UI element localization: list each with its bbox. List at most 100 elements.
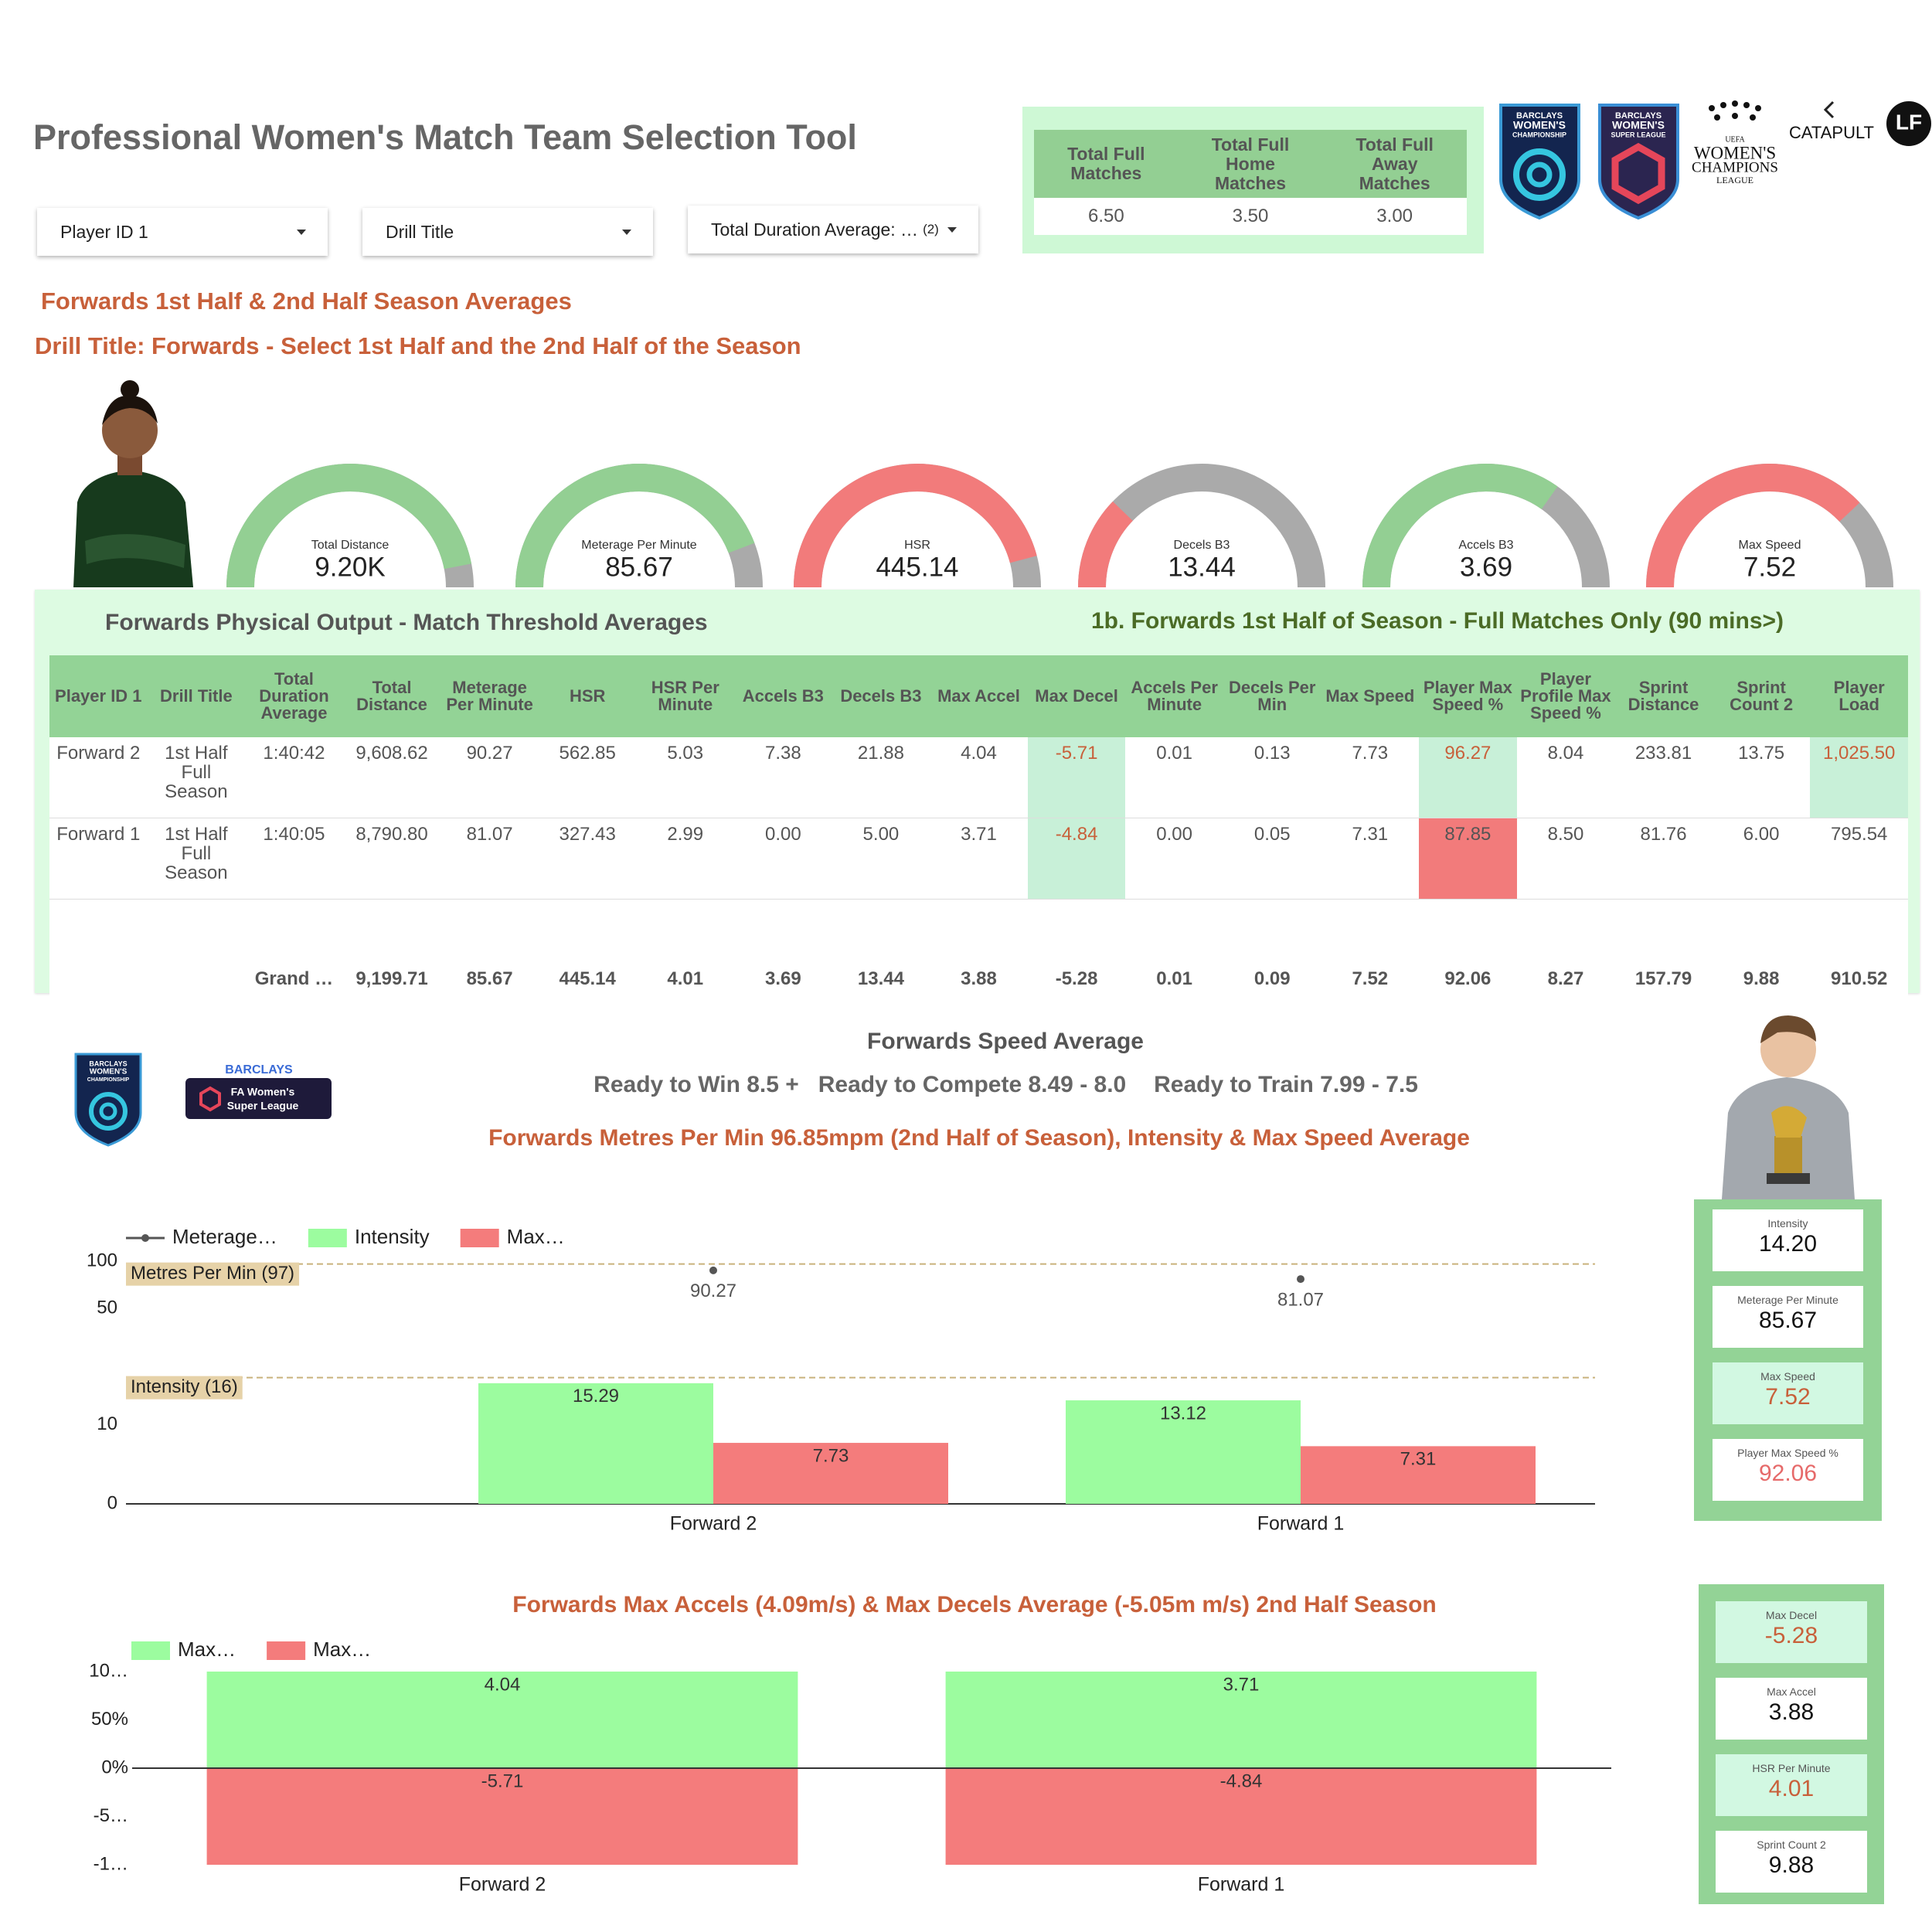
column-header: Player Profile Max Speed % xyxy=(1516,655,1615,737)
total-cell: 157.79 xyxy=(1614,899,1713,996)
table-panel: Forwards Physical Output - Match Thresho… xyxy=(35,590,1920,996)
data-label: 81.07 xyxy=(1277,1289,1324,1310)
table-cell: Forward 2 xyxy=(49,737,148,818)
table-head: Player ID 1 Drill Title Total Duration Ave… xyxy=(49,655,1908,737)
legend-label: Max… xyxy=(507,1225,565,1248)
total-cell: -5.28 xyxy=(1027,899,1126,996)
filter-dropdown[interactable]: Drill Title xyxy=(362,208,653,256)
player-photo xyxy=(1722,1015,1855,1199)
reference-label-bg xyxy=(126,1262,300,1286)
data-label: -5.71 xyxy=(481,1770,524,1791)
table-cell: 0.05 xyxy=(1223,818,1321,900)
total-cell xyxy=(49,899,148,996)
table-cell: 13.75 xyxy=(1712,737,1811,818)
legend-label: Intensity xyxy=(355,1225,430,1248)
table-cell: 8,790.80 xyxy=(342,818,441,900)
kpi-label: Max Speed xyxy=(1760,1370,1815,1383)
filter-dropdown[interactable]: Total Duration Average: … (2) xyxy=(688,206,978,253)
gauge-value: 9.20K xyxy=(315,552,385,582)
table-cell: 96.27 xyxy=(1419,737,1517,818)
table-cell: 5.00 xyxy=(832,818,930,900)
logo-text: WOMEN'S xyxy=(1513,119,1566,131)
y-tick-label: -1… xyxy=(94,1853,128,1874)
table-cell: 87.85 xyxy=(1419,818,1517,900)
gauge-label: Meterage Per Minute xyxy=(581,539,697,552)
logo-text: BARCLAYS xyxy=(1516,111,1563,121)
gauge-label: Total Distance xyxy=(311,539,389,552)
table-cell: 1,025.50 xyxy=(1810,737,1908,818)
bar xyxy=(1301,1446,1536,1504)
table-cell: 21.88 xyxy=(832,737,930,818)
kpi-value: 4.01 xyxy=(1768,1776,1815,1801)
logo-text: CATAPULT xyxy=(1789,123,1874,142)
column-header: Max Speed xyxy=(1321,655,1420,737)
column-header: Player ID 1 xyxy=(49,655,148,737)
gauge-label: Accels B3 xyxy=(1458,539,1513,552)
filter-dropdown[interactable]: Player ID 1 xyxy=(37,208,328,256)
column-header: Drill Title xyxy=(147,655,246,737)
kpi-value: 9.88 xyxy=(1768,1852,1815,1878)
total-cell: Grand … xyxy=(245,899,343,996)
bar xyxy=(206,1672,798,1768)
total-row: Grand … 9,199.71 85.67 445.14 4.01 3.69 13.44 3… xyxy=(49,899,1908,996)
legend-swatch xyxy=(308,1229,347,1247)
data-label: 3.71 xyxy=(1223,1674,1260,1695)
data-label: 90.27 xyxy=(690,1281,736,1301)
kpi-card: Player Max Speed % 92.06 xyxy=(1713,1439,1863,1501)
reference-label-bg xyxy=(126,1376,243,1400)
y-tick-label: -5… xyxy=(94,1805,128,1826)
kpi-value: -5.28 xyxy=(1764,1623,1818,1648)
logo-shapes xyxy=(74,100,1931,1147)
total-cell: 9.88 xyxy=(1712,899,1811,996)
bar xyxy=(945,1672,1537,1768)
kpi-card: Max Speed 7.52 xyxy=(1713,1362,1863,1424)
table-cell: 81.76 xyxy=(1614,818,1713,900)
summary-header: Total Full Matches xyxy=(1034,130,1179,198)
kpi-card: HSR Per Minute 4.01 xyxy=(1716,1754,1867,1816)
section-heading: Forwards 1st Half & 2nd Half Season Aver… xyxy=(41,287,572,315)
table-cell: 8.50 xyxy=(1516,818,1615,900)
filter-badge: (2) xyxy=(923,222,939,236)
table-body: Forward 2 1st Half Full Season 1:40:42 9,60… xyxy=(49,737,1908,996)
table-cell: 90.27 xyxy=(440,737,539,818)
table-cell: -4.84 xyxy=(1027,818,1126,900)
column-header: Player Load xyxy=(1810,655,1908,737)
column-header: HSR Per Minute xyxy=(636,655,735,737)
y-tick-label: 10 xyxy=(97,1413,117,1434)
logo-text: SUPER LEAGUE xyxy=(1611,131,1665,138)
kpi-label: Player Max Speed % xyxy=(1737,1447,1838,1459)
table-cell: 795.54 xyxy=(1810,818,1908,900)
data-label: 4.04 xyxy=(485,1674,521,1695)
legend-label: Max… xyxy=(313,1638,371,1661)
data-label: -4.84 xyxy=(1220,1770,1263,1791)
filter-label: Total Duration Average: … xyxy=(711,219,919,240)
filter-label: Player ID 1 xyxy=(60,222,148,242)
logo-text: UEFA xyxy=(1725,135,1745,144)
logo-text: BARCLAYS xyxy=(1615,111,1662,121)
section-heading: Drill Title: Forwards - Select 1st Half … xyxy=(35,332,801,359)
table-cell: 0.00 xyxy=(1125,818,1223,900)
table-cell: 1st Half Full Season xyxy=(147,818,246,900)
total-cell: 0.01 xyxy=(1125,899,1223,996)
gauge-value: 85.67 xyxy=(605,552,673,582)
kpi-label: Sprint Count 2 xyxy=(1757,1838,1826,1851)
kpi-value: 3.88 xyxy=(1768,1699,1815,1725)
column-header: Meterage Per Minute xyxy=(440,655,539,737)
table-cell: 7.73 xyxy=(1321,737,1420,818)
table-cell: 0.13 xyxy=(1223,737,1321,818)
total-cell: 0.09 xyxy=(1223,899,1321,996)
total-cell: 92.06 xyxy=(1419,899,1517,996)
reference-label: Intensity (16) xyxy=(131,1376,238,1397)
table-cell: 1st Half Full Season xyxy=(147,737,246,818)
data-label: 7.31 xyxy=(1400,1449,1437,1470)
logo-text: WOMEN'S xyxy=(1694,143,1776,162)
total-cell: 3.69 xyxy=(734,899,832,996)
bar xyxy=(478,1383,713,1504)
table-cell: 562.85 xyxy=(538,737,637,818)
data-label: 13.12 xyxy=(1160,1403,1206,1423)
kpi-card: Sprint Count 2 9.88 xyxy=(1716,1831,1867,1893)
table-cell: 9,608.62 xyxy=(342,737,441,818)
summary-value: 3.00 xyxy=(1322,198,1467,235)
table-cell: -5.71 xyxy=(1027,737,1126,818)
